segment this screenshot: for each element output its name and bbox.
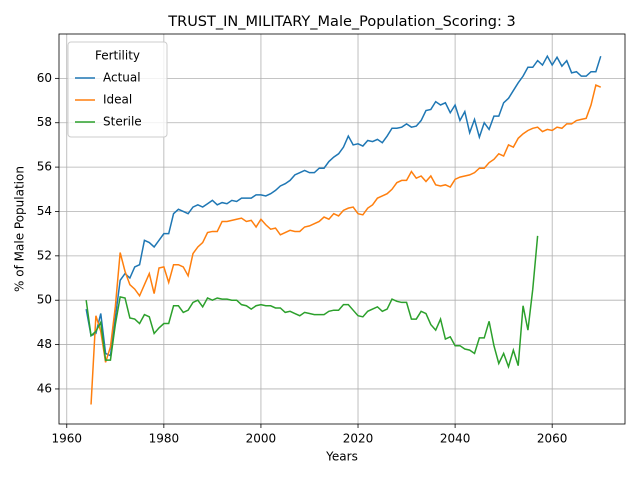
data-line [85, 54, 602, 357]
y-axis-label: % of Male Population [13, 166, 27, 292]
legend-label: Ideal [103, 93, 132, 107]
legend-box [67, 41, 168, 138]
x-tick-label: 2000 [246, 432, 277, 446]
legend-label: Sterile [103, 115, 142, 129]
y-tick-label: 52 [37, 248, 52, 262]
y-tick-label: 54 [37, 204, 52, 218]
legend-title: Fertility [95, 49, 140, 63]
x-tick-label: 2060 [537, 432, 568, 446]
x-tick-label: 1980 [149, 432, 180, 446]
y-tick-label: 60 [37, 71, 52, 85]
x-axis-label: Years [325, 450, 358, 464]
y-tick-label: 46 [37, 381, 52, 395]
y-tick-label: 50 [37, 293, 52, 307]
y-tick-label: 56 [37, 160, 52, 174]
legend-label: Actual [103, 71, 141, 85]
plot-frame [58, 33, 626, 425]
y-tick-label: 58 [37, 115, 52, 129]
chart-title: TRUST_IN_MILITARY_Male_Population_Scorin… [167, 14, 515, 30]
y-tick-label: 48 [37, 337, 52, 351]
x-tick-label: 1960 [51, 432, 82, 446]
x-tick-label: 2040 [440, 432, 471, 446]
data-line [85, 235, 539, 370]
x-tick-label: 2020 [343, 432, 374, 446]
data-line [90, 83, 602, 405]
